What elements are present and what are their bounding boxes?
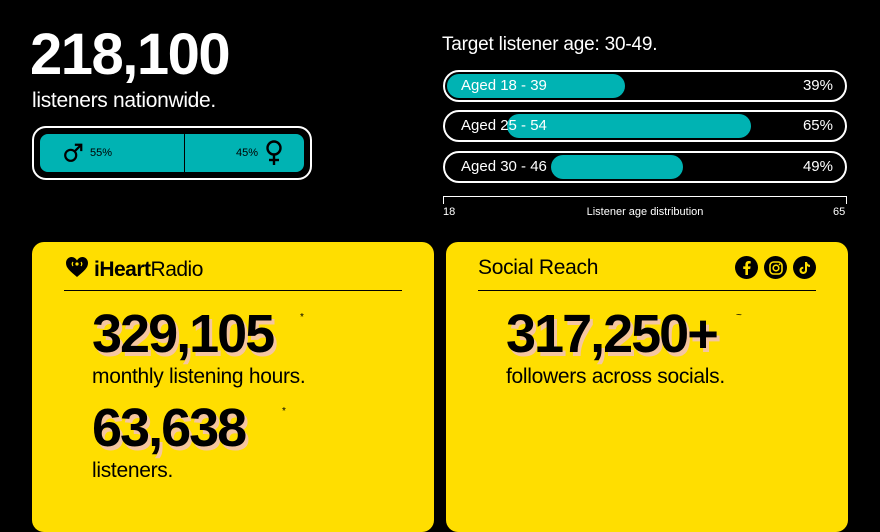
- tiktok-icon[interactable]: [793, 256, 816, 279]
- age-axis-max: 65: [833, 206, 846, 218]
- listening-hours-number: 329,105: [92, 304, 275, 364]
- listening-hours-footnote-mark: *: [300, 312, 304, 323]
- instagram-icon[interactable]: [764, 256, 787, 279]
- age-axis-min: 18: [443, 206, 456, 218]
- age-bar-fill: [551, 155, 683, 179]
- age-row: Aged 30 - 46 49%: [443, 151, 847, 183]
- iheart-listeners-caption: listeners.: [92, 459, 174, 482]
- iheart-brand-bold: iHeart: [94, 257, 151, 281]
- social-icons: [735, 256, 816, 279]
- social-followers-footnote-mark: ~: [736, 310, 742, 321]
- age-row-percent: 65%: [802, 117, 833, 134]
- listening-hours-caption: monthly listening hours.: [92, 365, 306, 388]
- age-bar-fill: [507, 114, 751, 138]
- age-bar-fill: [447, 74, 625, 98]
- age-axis-line: [443, 196, 847, 204]
- age-row: Aged 18 - 39 39%: [443, 70, 847, 102]
- social-followers-caption: followers across socials.: [506, 365, 725, 388]
- iheart-divider: [64, 290, 402, 291]
- female-percent: 45%: [235, 147, 258, 159]
- social-divider: [478, 290, 816, 291]
- iheart-listeners-number: 63,638: [92, 398, 247, 458]
- male-percent: 55%: [90, 147, 113, 159]
- gender-split-fill: 55% 45%: [38, 132, 306, 174]
- iheart-brand-regular: Radio: [150, 257, 204, 281]
- age-row: Aged 25 - 54 65%: [443, 110, 847, 142]
- age-row-percent: 49%: [802, 158, 833, 175]
- iheartradio-card: iHeartRadio 329,105 * monthly listening …: [32, 242, 434, 532]
- age-row-label: Aged 18 - 39: [461, 77, 547, 94]
- female-segment: 45%: [185, 134, 304, 172]
- iheart-brand-text: iHeartRadio: [94, 258, 203, 282]
- age-title: Target listener age: 30-49.: [442, 34, 658, 55]
- age-row-label: Aged 25 - 54: [461, 117, 547, 134]
- age-axis-label: Listener age distribution: [586, 206, 704, 218]
- iheartradio-logo: iHeartRadio: [64, 256, 203, 283]
- social-reach-card: Social Reach 317,250+ ~ followers across…: [446, 242, 848, 532]
- total-listeners-caption: listeners nationwide.: [32, 89, 216, 112]
- iheart-logo-icon: [64, 256, 90, 283]
- male-segment: 55%: [40, 134, 185, 172]
- total-listeners-number: 218,100: [30, 22, 231, 87]
- facebook-icon[interactable]: [735, 256, 758, 279]
- female-icon: [264, 140, 284, 166]
- male-icon: [62, 142, 84, 164]
- gender-split-bar: 55% 45%: [32, 126, 312, 180]
- age-row-percent: 39%: [802, 77, 833, 94]
- social-reach-title: Social Reach: [478, 256, 599, 279]
- iheart-listeners-footnote-mark: *: [282, 406, 286, 417]
- age-row-label: Aged 30 - 46: [461, 158, 547, 175]
- social-followers-number: 317,250+: [506, 304, 719, 364]
